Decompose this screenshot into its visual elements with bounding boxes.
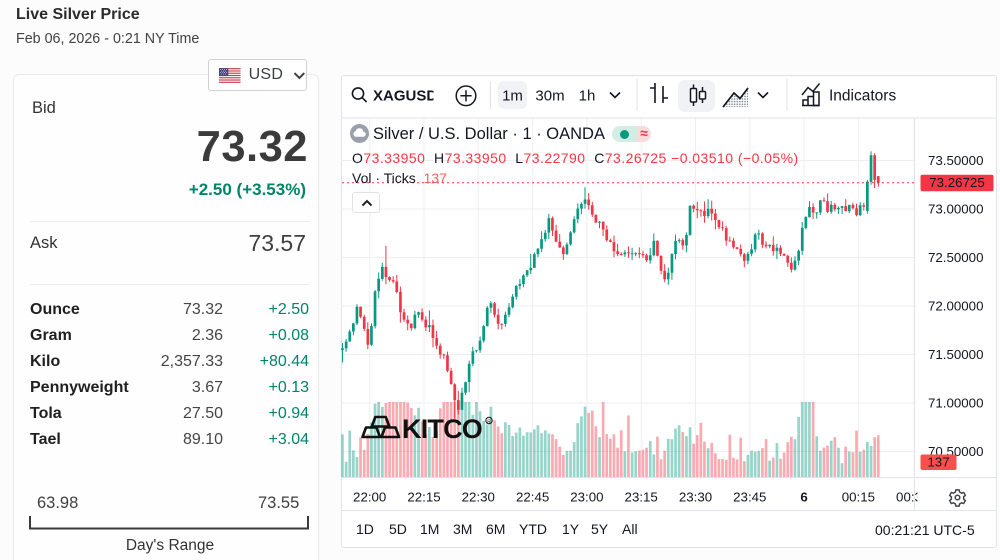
svg-text:73.00000: 73.00000 (928, 202, 983, 217)
svg-text:72.50000: 72.50000 (928, 250, 983, 265)
svg-text:23:15: 23:15 (625, 490, 658, 505)
svg-text:137: 137 (927, 455, 949, 470)
svg-text:1h: 1h (579, 88, 596, 105)
svg-text:XAGUSD: XAGUSD (373, 88, 437, 105)
svg-text:22:30: 22:30 (462, 490, 495, 505)
svg-text:73.26725: 73.26725 (929, 175, 984, 190)
svg-text:KITCO: KITCO (402, 414, 482, 444)
svg-text:00:30: 00:30 (896, 490, 929, 505)
svg-text:6: 6 (800, 490, 807, 505)
svg-text:R: R (487, 419, 491, 425)
svg-text:72.00000: 72.00000 (928, 299, 983, 314)
svg-text:00:15: 00:15 (842, 490, 875, 505)
svg-text:23:30: 23:30 (679, 490, 712, 505)
svg-text:22:00: 22:00 (353, 490, 386, 505)
svg-text:22:15: 22:15 (407, 490, 440, 505)
svg-text:Indicators: Indicators (829, 88, 896, 105)
svg-text:73.50000: 73.50000 (928, 153, 983, 168)
svg-text:71.50000: 71.50000 (928, 347, 983, 362)
svg-text:71.00000: 71.00000 (928, 396, 983, 411)
svg-text:23:45: 23:45 (733, 490, 766, 505)
svg-text:23:00: 23:00 (570, 490, 603, 505)
svg-text:30m: 30m (535, 88, 564, 105)
svg-text:22:45: 22:45 (516, 490, 549, 505)
svg-text:1m: 1m (502, 88, 523, 105)
